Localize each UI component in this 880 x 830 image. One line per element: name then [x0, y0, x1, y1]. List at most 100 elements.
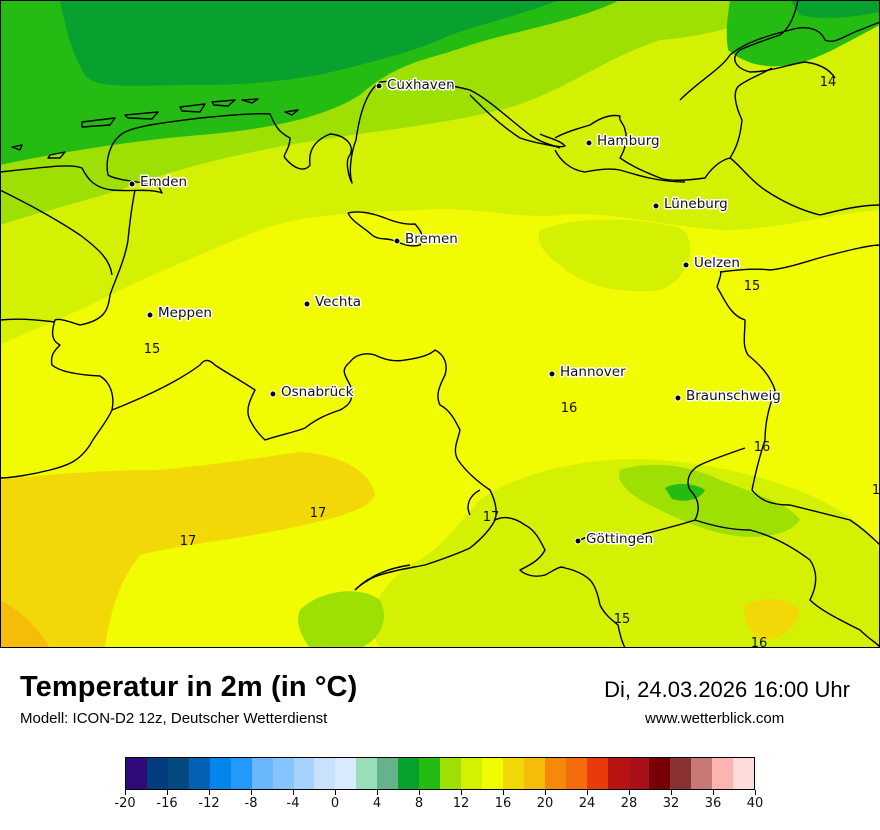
colorbar-segment	[544, 758, 566, 789]
colorbar-tick-label: 32	[662, 796, 680, 811]
website-link[interactable]: www.wetterblick.com	[645, 710, 785, 727]
colorbar-segment	[251, 758, 273, 789]
colorbar-segment	[502, 758, 524, 789]
colorbar-tick-label: 20	[536, 796, 554, 811]
colorbar-tick-label: 24	[578, 796, 596, 811]
city-vechta[interactable]: Vechta	[303, 293, 363, 312]
colorbar-tick-mark	[293, 790, 294, 795]
map-title: Temperatur in 2m (in °C)	[20, 671, 358, 703]
svg-text:Bremen: Bremen	[405, 231, 458, 247]
colorbar-tick-label: 8	[414, 796, 424, 811]
colorbar-tick-mark	[671, 790, 672, 795]
colorbar-segment	[628, 758, 650, 789]
isotherm-label: 16	[751, 636, 768, 648]
isotherm-labels: 14 15 15 16 16 1 17 17 17 15 16	[144, 75, 880, 648]
city-lueneburg[interactable]: Lüneburg	[652, 195, 729, 214]
colorbar-segment	[712, 758, 734, 789]
colorbar-segment	[126, 758, 147, 789]
svg-text:Hannover: Hannover	[560, 364, 626, 380]
city-bremen[interactable]: Bremen	[393, 230, 459, 249]
city-goettingen[interactable]: Göttingen	[574, 530, 655, 549]
colorbar-tick-mark	[377, 790, 378, 795]
svg-text:Meppen: Meppen	[158, 305, 212, 321]
colorbar-tick-mark	[755, 790, 756, 795]
colorbar-segment	[607, 758, 629, 789]
svg-text:Hamburg: Hamburg	[597, 133, 660, 149]
temperature-map[interactable]: Cuxhaven Hamburg Emden Lüneburg Bremen U…	[0, 0, 880, 648]
colorbar-tick-mark	[251, 790, 252, 795]
svg-text:Cuxhaven: Cuxhaven	[387, 77, 455, 93]
model-subtitle: Modell: ICON-D2 12z, Deutscher Wetterdie…	[20, 710, 328, 727]
colorbar-segment	[230, 758, 252, 789]
svg-text:Osnabrück: Osnabrück	[281, 384, 354, 400]
city-hamburg[interactable]: Hamburg	[585, 132, 661, 151]
map-canvas: Cuxhaven Hamburg Emden Lüneburg Bremen U…	[0, 0, 880, 648]
colorbar-tick-label: 0	[330, 796, 340, 811]
temperature-colorbar	[125, 757, 755, 790]
isotherm-label: 16	[561, 401, 578, 416]
colorbar-tick-mark	[503, 790, 504, 795]
colorbar-segment	[209, 758, 231, 789]
colorbar-tick-label: 36	[704, 796, 722, 811]
isotherm-label: 14	[820, 75, 837, 90]
city-markers: Cuxhaven Hamburg Emden Lüneburg Bremen U…	[128, 76, 782, 549]
colorbar-segment	[356, 758, 378, 789]
colorbar-segment	[314, 758, 336, 789]
colorbar-tick-label: 12	[452, 796, 470, 811]
svg-text:Emden: Emden	[140, 174, 187, 190]
colorbar-tick-mark	[419, 790, 420, 795]
colorbar-tick-label: 28	[620, 796, 638, 811]
colorbar-tick-label: 16	[494, 796, 512, 811]
colorbar-segment	[398, 758, 420, 789]
colorbar-segment	[649, 758, 671, 789]
colorbar-segment	[419, 758, 441, 789]
svg-text:Göttingen: Göttingen	[586, 531, 653, 547]
colorbar-tick-label: -4	[286, 796, 300, 811]
city-osnabrueck[interactable]: Osnabrück	[269, 383, 355, 402]
isotherm-label: 1	[872, 483, 880, 498]
colorbar-tick-mark	[335, 790, 336, 795]
svg-text:Braunschweig: Braunschweig	[686, 388, 781, 404]
isotherm-label: 17	[310, 506, 327, 521]
colorbar-tick-mark	[167, 790, 168, 795]
isotherm-label: 17	[483, 510, 500, 525]
forecast-datetime: Di, 24.03.2026 16:00 Uhr	[604, 677, 850, 702]
city-uelzen[interactable]: Uelzen	[682, 254, 741, 273]
colorbar-segment	[272, 758, 294, 789]
colorbar-tick-label: -12	[198, 796, 220, 811]
colorbar-segment	[293, 758, 315, 789]
colorbar-ticks: -20 -16 -12 -8 -4 0 4 8 12 16 20 24 28 32 36 40	[114, 790, 763, 820]
colorbar-tick-mark	[461, 790, 462, 795]
colorbar-segment	[335, 758, 357, 789]
colorbar-segment	[146, 758, 168, 789]
colorbar-segment	[167, 758, 189, 789]
colorbar-tick-mark	[125, 790, 126, 795]
colorbar-segment	[188, 758, 210, 789]
isotherm-label: 15	[144, 342, 161, 357]
city-cuxhaven[interactable]: Cuxhaven	[375, 76, 456, 95]
isotherm-label: 16	[754, 440, 771, 455]
isotherm-label: 15	[614, 612, 631, 627]
colorbar-segment	[461, 758, 482, 789]
colorbar-tick-label: -20	[114, 796, 136, 811]
city-braunschweig[interactable]: Braunschweig	[674, 387, 782, 406]
colorbar-segment	[586, 758, 608, 789]
svg-text:Uelzen: Uelzen	[694, 255, 740, 271]
svg-text:Vechta: Vechta	[315, 294, 361, 310]
city-meppen[interactable]: Meppen	[146, 304, 213, 323]
colorbar-segment	[733, 758, 755, 789]
svg-text:Lüneburg: Lüneburg	[664, 196, 728, 212]
colorbar-segment	[691, 758, 713, 789]
colorbar-tick-label: -8	[244, 796, 258, 811]
colorbar-tick-mark	[209, 790, 210, 795]
colorbar-segment	[440, 758, 461, 789]
colorbar-segment	[565, 758, 587, 789]
city-hannover[interactable]: Hannover	[548, 363, 628, 382]
isotherm-label: 15	[744, 279, 761, 294]
city-emden[interactable]: Emden	[128, 173, 189, 192]
colorbar-tick-label: -16	[156, 796, 178, 811]
colorbar-tick-mark	[629, 790, 630, 795]
colorbar-tick-mark	[545, 790, 546, 795]
colorbar-tick-mark	[587, 790, 588, 795]
colorbar-tick-mark	[713, 790, 714, 795]
